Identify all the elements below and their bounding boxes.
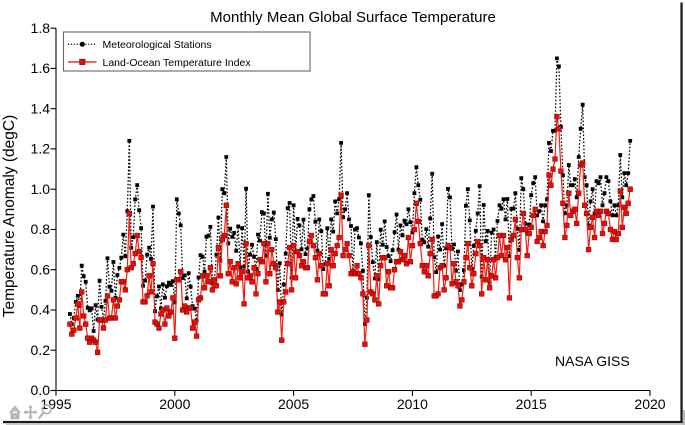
svg-text:Meteorological Stations: Meteorological Stations — [103, 39, 212, 51]
svg-text:2000: 2000 — [159, 396, 190, 412]
svg-text:1.4: 1.4 — [31, 100, 51, 116]
svg-text:1.2: 1.2 — [31, 141, 51, 157]
svg-text:0.8: 0.8 — [31, 221, 51, 237]
svg-text:2010: 2010 — [397, 396, 428, 412]
svg-text:Monthly Mean Global Surface Te: Monthly Mean Global Surface Temperature — [210, 9, 496, 26]
svg-text:1.8: 1.8 — [31, 20, 51, 36]
svg-text:0.0: 0.0 — [31, 382, 51, 398]
svg-text:NASA GISS: NASA GISS — [555, 353, 630, 369]
svg-text:1995: 1995 — [40, 396, 71, 412]
svg-text:1.6: 1.6 — [31, 60, 51, 76]
svg-text:0.6: 0.6 — [31, 261, 51, 277]
svg-text:0.4: 0.4 — [31, 302, 51, 318]
svg-text:2020: 2020 — [634, 396, 665, 412]
svg-text:1.0: 1.0 — [31, 181, 51, 197]
svg-text:0.2: 0.2 — [31, 342, 51, 358]
svg-text:2005: 2005 — [278, 396, 309, 412]
svg-text:Land-Ocean Temperature Index: Land-Ocean Temperature Index — [103, 57, 252, 69]
svg-text:Temperature Anomaly (degC): Temperature Anomaly (degC) — [1, 115, 18, 317]
svg-text:2015: 2015 — [516, 396, 547, 412]
